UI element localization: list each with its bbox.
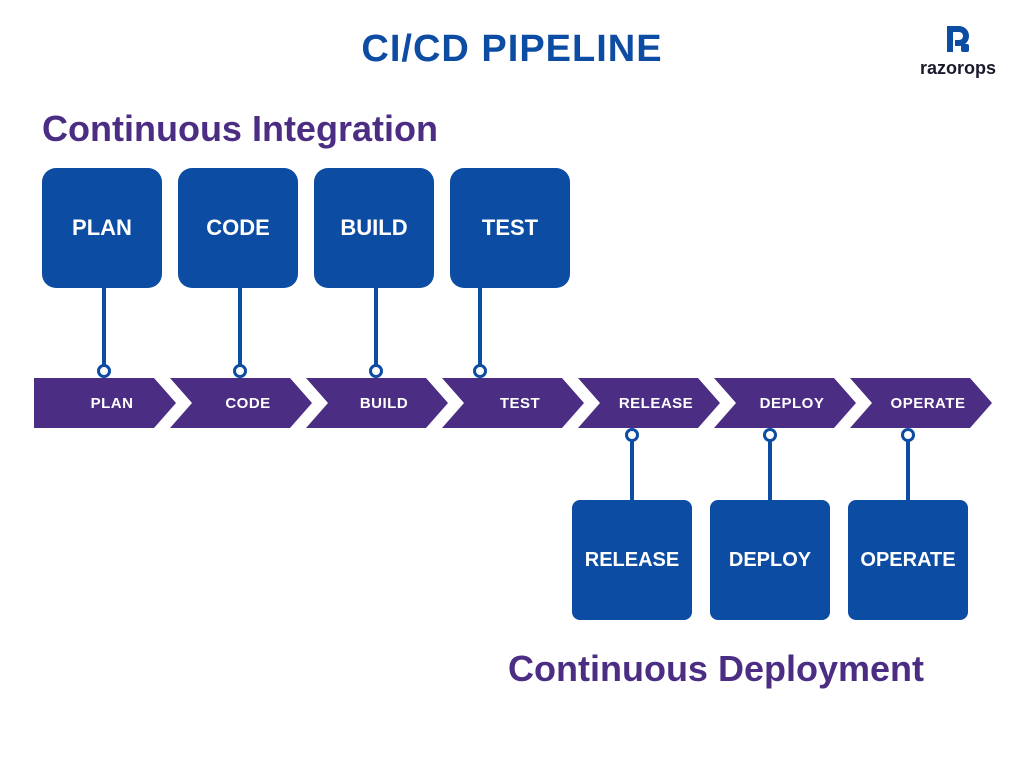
chevron-release: RELEASE [578,378,720,428]
ci-box-code: CODE [178,168,298,288]
chevron-build: BUILD [306,378,448,428]
connector-deploy [768,438,772,500]
connector-dot-code [233,364,247,378]
ci-box-plan: PLAN [42,168,162,288]
cd-box-operate: OPERATE [848,500,968,620]
chevron-operate: OPERATE [850,378,992,428]
connector-dot-release [625,428,639,442]
section-label-cd: Continuous Deployment [508,648,924,690]
page-title: CI/CD PIPELINE [361,28,662,71]
chevron-deploy: DEPLOY [714,378,856,428]
connector-build [374,288,378,368]
ci-box-build: BUILD [314,168,434,288]
chevron-plan: PLAN [34,378,176,428]
connector-dot-plan [97,364,111,378]
brand-logo-text: razorops [920,58,996,79]
cd-box-deploy: DEPLOY [710,500,830,620]
connector-dot-deploy [763,428,777,442]
chevron-test: TEST [442,378,584,428]
connector-dot-build [369,364,383,378]
connector-plan [102,288,106,368]
connector-dot-test [473,364,487,378]
section-label-ci: Continuous Integration [42,108,438,150]
chevron-code: CODE [170,378,312,428]
ci-box-test: TEST [450,168,570,288]
cd-box-release: RELEASE [572,500,692,620]
connector-operate [906,438,910,500]
connector-test [478,288,482,368]
connector-release [630,438,634,500]
connector-dot-operate [901,428,915,442]
brand-logo-icon [941,22,975,56]
connector-code [238,288,242,368]
brand-logo: razorops [920,22,996,79]
